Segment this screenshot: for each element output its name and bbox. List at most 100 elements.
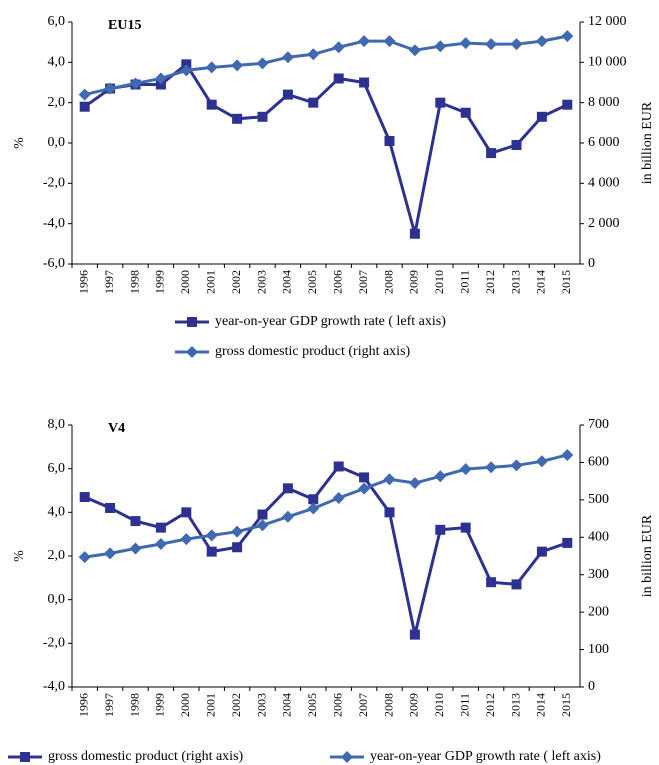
marker xyxy=(333,461,344,472)
marker xyxy=(384,135,395,146)
y-tick-label: 4,0 xyxy=(48,55,66,70)
y-tick-label: 0,0 xyxy=(48,592,66,607)
marker xyxy=(282,89,293,100)
x-tick-label: 2008 xyxy=(381,270,395,294)
marker xyxy=(155,522,166,533)
y2-tick-label: 10 000 xyxy=(588,55,627,70)
x-tick-label: 2002 xyxy=(229,270,243,294)
marker xyxy=(256,519,269,532)
marker xyxy=(358,482,371,495)
marker xyxy=(485,38,498,51)
y2-tick-label: 12 000 xyxy=(588,14,627,29)
marker xyxy=(435,524,446,535)
x-tick-label: 2010 xyxy=(432,270,446,294)
marker xyxy=(359,77,370,88)
x-tick-label: 1999 xyxy=(153,693,167,717)
y-tick-label: 6,0 xyxy=(48,461,66,476)
x-tick-label: 2009 xyxy=(407,693,421,717)
marker xyxy=(20,752,30,762)
x-tick-label: 2003 xyxy=(254,270,268,294)
marker xyxy=(535,455,548,468)
marker xyxy=(206,546,217,557)
marker xyxy=(231,59,244,72)
x-tick-label: 1997 xyxy=(102,270,116,294)
series-line xyxy=(84,464,568,635)
marker xyxy=(511,140,522,151)
x-tick-label: 2004 xyxy=(280,270,294,294)
marker xyxy=(187,317,197,327)
marker xyxy=(205,529,218,542)
legend-label: year-on-year GDP growth rate ( left axis… xyxy=(215,314,446,329)
marker xyxy=(231,525,244,538)
marker xyxy=(459,37,472,50)
marker xyxy=(510,38,523,51)
legend-label: year-on-year GDP growth rate ( left axis… xyxy=(370,749,601,764)
marker xyxy=(308,494,319,505)
y-tick-label: 2,0 xyxy=(48,548,66,563)
y2-tick-label: 6 000 xyxy=(588,135,620,150)
x-tick-label: 2000 xyxy=(178,693,192,717)
marker xyxy=(129,77,142,90)
y2-tick-label: 300 xyxy=(588,567,609,582)
marker xyxy=(562,99,573,110)
y2-tick-label: 600 xyxy=(588,455,609,470)
marker xyxy=(78,551,91,564)
marker xyxy=(79,101,90,112)
marker xyxy=(409,228,420,239)
marker xyxy=(536,546,547,557)
y2-tick-label: 700 xyxy=(588,417,609,432)
y2-tick-label: 0 xyxy=(588,256,595,271)
legend-label: gross domestic product (right axis) xyxy=(215,344,411,359)
x-tick-label: 1998 xyxy=(127,270,141,294)
marker xyxy=(308,97,319,108)
marker xyxy=(130,516,141,527)
x-tick-label: 2004 xyxy=(280,693,294,717)
marker xyxy=(384,507,395,518)
y2-tick-label: 500 xyxy=(588,492,609,507)
x-tick-label: 1999 xyxy=(153,270,167,294)
x-tick-label: 2001 xyxy=(203,693,217,717)
marker xyxy=(180,64,193,77)
marker xyxy=(181,507,192,518)
marker xyxy=(561,30,574,43)
y2-axis-label: in billion EUR xyxy=(640,101,655,184)
marker xyxy=(155,79,166,90)
x-tick-label: 1996 xyxy=(76,270,90,294)
y-tick-label: 6,0 xyxy=(48,14,66,29)
x-tick-label: 2002 xyxy=(229,693,243,717)
series-line xyxy=(84,453,568,559)
x-tick-label: 2014 xyxy=(534,693,548,717)
x-tick-label: 2011 xyxy=(457,693,471,717)
x-tick-label: 2003 xyxy=(254,693,268,717)
marker xyxy=(332,41,345,54)
legend-label: gross domestic product (right axis) xyxy=(48,749,244,764)
marker xyxy=(485,461,498,474)
y-axis-label: % xyxy=(12,550,27,562)
marker xyxy=(257,509,268,520)
marker xyxy=(358,35,371,48)
marker xyxy=(486,577,497,588)
marker xyxy=(561,448,574,461)
x-tick-label: 2014 xyxy=(534,270,548,294)
x-tick-label: 2013 xyxy=(508,270,522,294)
marker xyxy=(535,35,548,48)
marker xyxy=(460,522,471,533)
x-tick-label: 2013 xyxy=(508,693,522,717)
x-tick-label: 2006 xyxy=(330,270,344,294)
y-tick-label: -4,0 xyxy=(43,679,65,694)
marker xyxy=(383,35,396,48)
y-tick-label: -4,0 xyxy=(43,216,65,231)
marker xyxy=(180,533,193,546)
x-tick-label: 2015 xyxy=(559,270,573,294)
marker xyxy=(486,148,497,159)
y2-tick-label: 100 xyxy=(588,642,609,657)
marker xyxy=(232,113,243,124)
marker xyxy=(341,751,353,763)
y-tick-label: 2,0 xyxy=(48,95,66,110)
x-tick-label: 2012 xyxy=(483,693,497,717)
marker xyxy=(536,111,547,122)
marker xyxy=(154,538,167,551)
x-tick-label: 2005 xyxy=(305,693,319,717)
marker xyxy=(434,40,447,53)
